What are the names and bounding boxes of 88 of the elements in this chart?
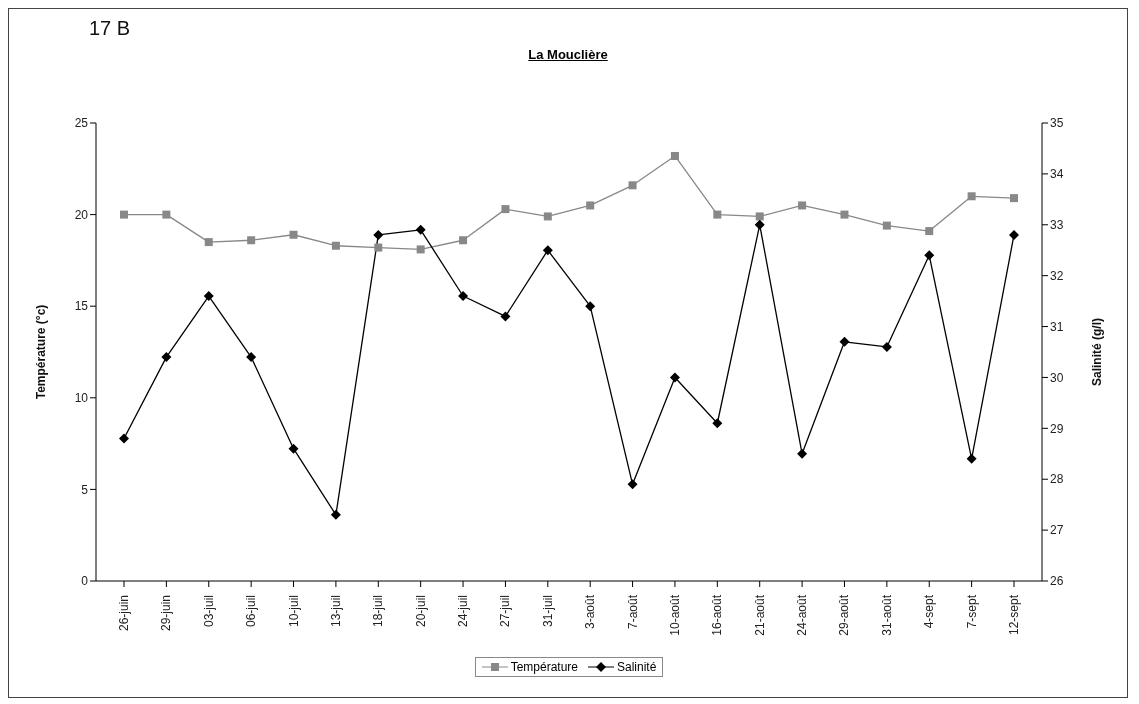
point	[500, 311, 511, 322]
point	[627, 479, 638, 490]
point	[373, 229, 384, 240]
point	[203, 291, 214, 302]
legend-label: Salinité	[616, 660, 657, 674]
point	[1010, 194, 1018, 203]
point	[119, 433, 129, 444]
point	[754, 219, 765, 230]
point	[797, 448, 808, 459]
y2-tick-label: 34	[1050, 167, 1064, 182]
y2-axis-title: Salinité (g/l)	[1090, 317, 1105, 387]
y-tick-label: 0	[81, 574, 89, 589]
x-tick-label: 7-août	[625, 594, 640, 630]
y2-tick-label: 35	[1050, 116, 1064, 131]
point	[798, 201, 807, 210]
y-tick-label: 5	[81, 482, 89, 497]
point	[755, 212, 764, 221]
point	[586, 201, 595, 210]
x-tick-label: 21-août	[752, 594, 767, 636]
x-tick-label: 06-juil	[244, 595, 259, 628]
point	[204, 238, 213, 247]
y-axis-title: Température (°c)	[34, 304, 49, 400]
y-tick-label: 10	[74, 391, 89, 406]
x-tick-label: 03-juil	[201, 595, 216, 628]
point	[543, 212, 552, 221]
point	[161, 352, 172, 363]
x-tick-label: 10-juil	[286, 595, 301, 628]
x-tick-label: 31-juil	[540, 595, 555, 628]
point	[881, 341, 892, 352]
point	[669, 372, 680, 383]
x-tick-label: 24-juil	[456, 595, 471, 628]
y2-tick-label: 33	[1050, 218, 1064, 233]
chart-title: La Mouclière	[527, 47, 609, 62]
point	[246, 352, 257, 363]
x-tick-label: 31-août	[879, 594, 894, 636]
point	[247, 236, 256, 245]
x-tick-label: 13-juil	[328, 595, 343, 628]
point	[330, 509, 341, 520]
point	[459, 236, 468, 245]
y2-tick-label: 32	[1050, 268, 1064, 283]
x-tick-label: 29-juin	[159, 595, 174, 632]
y-tick-label: 15	[74, 299, 89, 314]
x-tick-label: 7-sept	[964, 594, 979, 629]
point	[839, 336, 850, 347]
x-tick-label: 12-sept	[1007, 594, 1021, 636]
x-tick-label: 27-juil	[498, 595, 513, 628]
y-tick-label: 25	[74, 116, 89, 131]
y2-tick-label: 28	[1050, 472, 1064, 487]
point	[162, 210, 171, 219]
x-tick-label: 10-août	[667, 594, 682, 636]
x-tick-label: 18-juil	[371, 595, 386, 628]
x-tick-label: 20-juil	[413, 595, 428, 628]
point	[289, 230, 298, 239]
x-tick-label: 3-août	[583, 594, 598, 630]
point	[966, 453, 977, 464]
y2-tick-label: 26	[1050, 574, 1064, 589]
point	[542, 245, 553, 256]
point	[925, 227, 934, 236]
y2-tick-label: 31	[1050, 319, 1064, 334]
x-tick-label: 16-août	[710, 594, 725, 636]
point	[628, 181, 637, 190]
text: 17 B	[89, 17, 131, 40]
legend-label: Température	[509, 660, 578, 674]
point	[882, 221, 891, 230]
y2-tick-label: 30	[1050, 370, 1064, 385]
point	[331, 241, 340, 250]
point	[924, 250, 935, 261]
x-tick-label: 29-août	[837, 594, 852, 636]
point	[288, 443, 299, 454]
x-tick-label: 24-août	[795, 594, 810, 636]
y2-tick-label: 29	[1050, 421, 1064, 436]
point	[120, 210, 128, 219]
point	[840, 210, 849, 219]
x-tick-label: 4-sept	[922, 594, 937, 629]
point	[458, 291, 469, 302]
point	[374, 243, 383, 252]
point	[415, 224, 426, 235]
point	[713, 210, 722, 219]
point	[967, 192, 976, 201]
point	[501, 205, 510, 214]
y2-tick-label: 27	[1050, 523, 1064, 538]
point	[416, 245, 425, 254]
point	[712, 418, 723, 429]
x-tick-label: 26-juin	[117, 595, 131, 632]
point	[1009, 229, 1019, 240]
point	[585, 301, 596, 312]
y-tick-label: 20	[74, 207, 89, 222]
point	[670, 151, 679, 160]
